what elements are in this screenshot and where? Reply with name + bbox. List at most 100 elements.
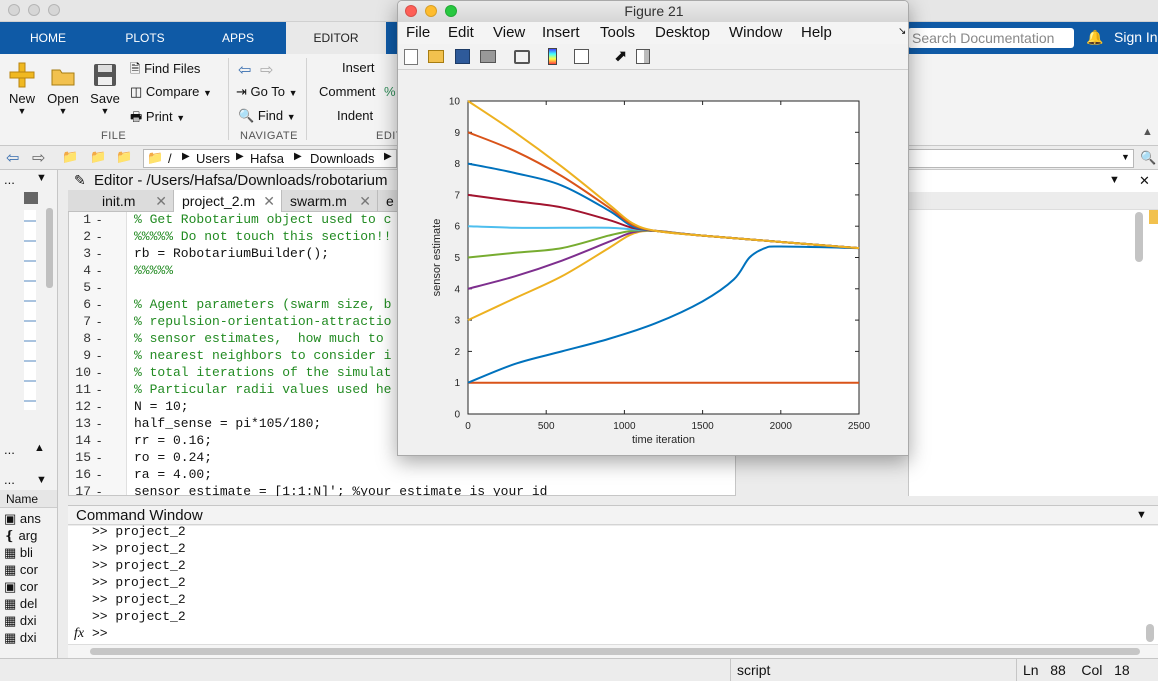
up-folder-icon[interactable]: 📁 [62, 149, 79, 164]
close-icon[interactable]: ✕ [359, 193, 371, 209]
save-figure-icon[interactable] [455, 49, 470, 64]
breakpoint-marker[interactable]: - [97, 433, 102, 448]
new-figure-icon[interactable] [404, 49, 418, 65]
code-comment-line[interactable]: % Particular radii values used he [134, 382, 392, 397]
forward-arrow-icon[interactable]: ⇨ [32, 150, 46, 167]
menu-desktop[interactable]: Desktop [655, 24, 711, 41]
breakpoint-marker[interactable]: - [97, 365, 102, 380]
path-dropdown[interactable]: ▼ [908, 149, 1134, 168]
find-files-button[interactable]: 🗎 Find Files [130, 60, 200, 82]
workspace-var[interactable]: ▦ dxi [4, 630, 37, 645]
dock-arrow-icon[interactable]: ↘ [898, 26, 907, 37]
path-segment-downloads[interactable]: Downloads [310, 151, 375, 166]
zoom-button[interactable] [445, 5, 457, 17]
workspace-var[interactable]: ▦ del [4, 596, 38, 611]
new-button[interactable]: New ▼ [6, 62, 38, 116]
code-line[interactable]: sensor_estimate = [1:1:N]'; %your estima… [134, 484, 548, 496]
fx-icon[interactable]: fx [74, 626, 85, 641]
current-folder-path[interactable]: 📁 / ▶ Users ▶ Hafsa ▶ Downloads ▶ [143, 149, 397, 168]
open-file-icon[interactable] [428, 50, 444, 63]
code-comment-line[interactable]: % Agent parameters (swarm size, b [134, 297, 392, 312]
insert-button[interactable]: Insert [342, 60, 375, 75]
code-comment-line[interactable]: % repulsion-orientation-attractio [134, 314, 392, 329]
code-line[interactable]: N = 10; [134, 399, 189, 414]
editor-tab-init[interactable]: init.m ✕ [94, 190, 174, 212]
panel-menu-icon[interactable]: ▼ [1136, 509, 1147, 521]
workspace-var[interactable]: ▦ cor [4, 562, 38, 577]
workspace-header-name[interactable]: Name [0, 490, 57, 508]
path-segment-hafsa[interactable]: Hafsa [250, 151, 284, 166]
zoom-button[interactable] [48, 4, 60, 16]
collapse-toolstrip-icon[interactable]: ▲ [1142, 126, 1153, 138]
panel-menu-icon[interactable]: ▼ [36, 474, 47, 486]
breakpoint-marker[interactable]: - [97, 450, 102, 465]
current-folder-menu[interactable]: ... [4, 172, 15, 187]
workspace-var[interactable]: ▦ bli [4, 545, 33, 560]
code-comment-line[interactable]: % Get Robotarium object used to c [134, 212, 392, 227]
code-comment-line[interactable]: % sensor estimates, how much to [134, 331, 384, 346]
tab-apps[interactable]: APPS [221, 31, 254, 45]
find-button[interactable]: 🔍 Find ▼ [238, 108, 296, 124]
browse-folder-icon[interactable]: 📁 [116, 149, 133, 164]
breakpoint-marker[interactable]: - [97, 467, 102, 482]
editor-tab-project-2[interactable]: project_2.m ✕ [174, 190, 282, 212]
breakpoint-marker[interactable]: - [97, 399, 102, 414]
open-button[interactable]: Open ▼ [46, 62, 80, 116]
line-chart[interactable]: 0 500 1000 1500 2000 2500 0 1 2 3 4 5 6 7 8 9 10 time ite… [398, 70, 909, 456]
link-plot-icon[interactable] [514, 50, 530, 64]
breakpoint-marker[interactable]: - [97, 246, 102, 261]
close-icon[interactable]: ✕ [155, 193, 167, 209]
breakpoint-marker[interactable]: - [97, 348, 102, 363]
workspace-var[interactable]: ❴ arg [4, 528, 38, 543]
back-arrow-icon[interactable]: ⇦ [6, 150, 20, 167]
scroll-thumb[interactable] [90, 648, 1140, 655]
code-line[interactable]: ro = 0.24; [134, 450, 213, 465]
print-figure-icon[interactable] [480, 50, 496, 63]
code-line[interactable]: half_sense = pi*105/180; [134, 416, 322, 431]
editor-tab-more[interactable]: e [386, 193, 394, 209]
print-button[interactable]: 🖶 Print ▼ [130, 108, 185, 130]
forward-arrow-icon[interactable]: ⇨ [260, 62, 274, 79]
panel-menu-icon[interactable]: ▼ [1109, 174, 1120, 186]
file-list[interactable] [24, 210, 36, 410]
scrollbar[interactable] [1135, 212, 1143, 262]
scrollbar[interactable] [1146, 624, 1154, 642]
comment-button[interactable]: Comment [319, 84, 376, 99]
save-button[interactable]: Save ▼ [88, 62, 122, 116]
code-line[interactable]: ra = 4.00; [134, 467, 213, 482]
editor-tab-swarm[interactable]: swarm.m ✕ [282, 190, 378, 212]
tab-home[interactable]: HOME [30, 31, 66, 45]
indent-button[interactable]: Indent [337, 108, 374, 123]
back-arrow-icon[interactable]: ⇦ [238, 62, 252, 79]
workspace-var[interactable]: ▣ cor [4, 579, 38, 594]
workspace-var[interactable]: ▣ ans [4, 511, 41, 526]
compare-button[interactable]: ◫ Compare ▼ [130, 84, 212, 100]
breakpoint-marker[interactable]: - [97, 331, 102, 346]
menu-tools[interactable]: Tools [600, 24, 636, 41]
tab-editor[interactable]: EDITOR [286, 22, 386, 54]
horizontal-scrollbar[interactable] [68, 644, 1158, 658]
breakpoint-marker[interactable]: - [97, 314, 102, 329]
property-editor-icon[interactable] [636, 49, 650, 64]
legend-icon[interactable] [574, 49, 589, 64]
code-line[interactable]: rb = RobotariumBuilder(); [134, 246, 330, 261]
go-to-button[interactable]: ⇥ Go To ▼ [236, 84, 298, 100]
close-icon[interactable]: ✕ [1139, 173, 1150, 188]
workspace-var[interactable]: ▦ dxi [4, 613, 37, 628]
root-folder-icon[interactable]: 📁 [90, 149, 107, 164]
sign-in-link[interactable]: Sign In [1114, 29, 1158, 45]
pointer-icon[interactable]: ⬈ [614, 48, 628, 65]
breakpoint-marker[interactable]: - [97, 297, 102, 312]
breakpoint-marker[interactable]: - [97, 382, 102, 397]
breakpoint-marker[interactable]: - [97, 212, 102, 227]
minimize-button[interactable] [28, 4, 40, 16]
code-comment-line[interactable]: %%%%% Do not touch this section!! [134, 229, 392, 244]
search-icon[interactable]: 🔍 [1140, 150, 1157, 165]
breakpoint-marker[interactable]: - [97, 416, 102, 431]
breakpoint-marker[interactable]: - [97, 263, 102, 278]
menu-file[interactable]: File [406, 24, 431, 41]
tab-plots[interactable]: PLOTS [125, 31, 165, 45]
close-button[interactable] [8, 4, 20, 16]
scrollbar[interactable] [46, 208, 53, 288]
code-line[interactable]: rr = 0.16; [134, 433, 213, 448]
